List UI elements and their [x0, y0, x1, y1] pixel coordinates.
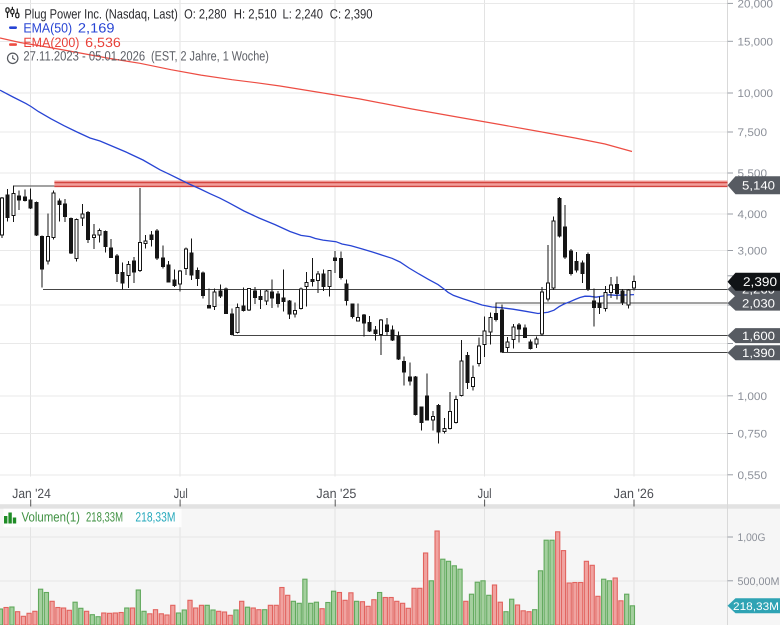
svg-text:C: 2,390: C: 2,390 [330, 6, 373, 21]
svg-text:Jul: Jul [478, 486, 492, 501]
svg-text:L: 2,240: L: 2,240 [283, 6, 324, 21]
svg-text:6,536: 6,536 [85, 35, 121, 50]
svg-text:1,000: 1,000 [738, 391, 768, 403]
svg-text:H: 2,510: H: 2,510 [234, 6, 277, 21]
svg-text:5,140: 5,140 [742, 179, 775, 193]
svg-text:0,550: 0,550 [738, 470, 768, 482]
svg-text:15,000: 15,000 [738, 36, 774, 48]
svg-text:Plug Power Inc. (Nasdaq, Last): Plug Power Inc. (Nasdaq, Last) [24, 6, 177, 21]
svg-text:Jul: Jul [174, 486, 188, 501]
svg-text:0,750: 0,750 [738, 429, 768, 441]
svg-text:Jan '25: Jan '25 [316, 486, 356, 501]
svg-text:218,33M: 218,33M [135, 510, 175, 525]
svg-text:218,33M: 218,33M [86, 510, 123, 525]
svg-text:2,390: 2,390 [743, 275, 777, 289]
svg-text:1,600: 1,600 [742, 329, 775, 343]
svg-text:218,33M: 218,33M [733, 601, 779, 613]
svg-text:20,000: 20,000 [738, 0, 774, 10]
svg-text:2,030: 2,030 [742, 296, 775, 310]
svg-text:10,000: 10,000 [738, 88, 774, 100]
svg-text:4,000: 4,000 [738, 209, 768, 221]
svg-text:3,000: 3,000 [738, 246, 768, 258]
svg-text:O: 2,280: O: 2,280 [184, 6, 226, 21]
svg-text:1,390: 1,390 [742, 346, 775, 360]
svg-text:500,00M: 500,00M [738, 576, 780, 588]
svg-text:1,00G: 1,00G [738, 532, 766, 544]
svg-text:Volumen(1): Volumen(1) [22, 510, 81, 525]
svg-text:2,169: 2,169 [78, 20, 115, 35]
svg-text:7,500: 7,500 [738, 127, 768, 139]
svg-text:Jan '24: Jan '24 [12, 486, 51, 501]
svg-text:EMA(50): EMA(50) [23, 20, 72, 35]
svg-text:EMA(200): EMA(200) [23, 35, 79, 50]
svg-text:(EST, 2 Jahre, 1 Woche): (EST, 2 Jahre, 1 Woche) [151, 49, 269, 64]
svg-text:Jan '26: Jan '26 [614, 486, 654, 501]
svg-text:27.11.2023 - 05.01.2026: 27.11.2023 - 05.01.2026 [23, 49, 145, 64]
